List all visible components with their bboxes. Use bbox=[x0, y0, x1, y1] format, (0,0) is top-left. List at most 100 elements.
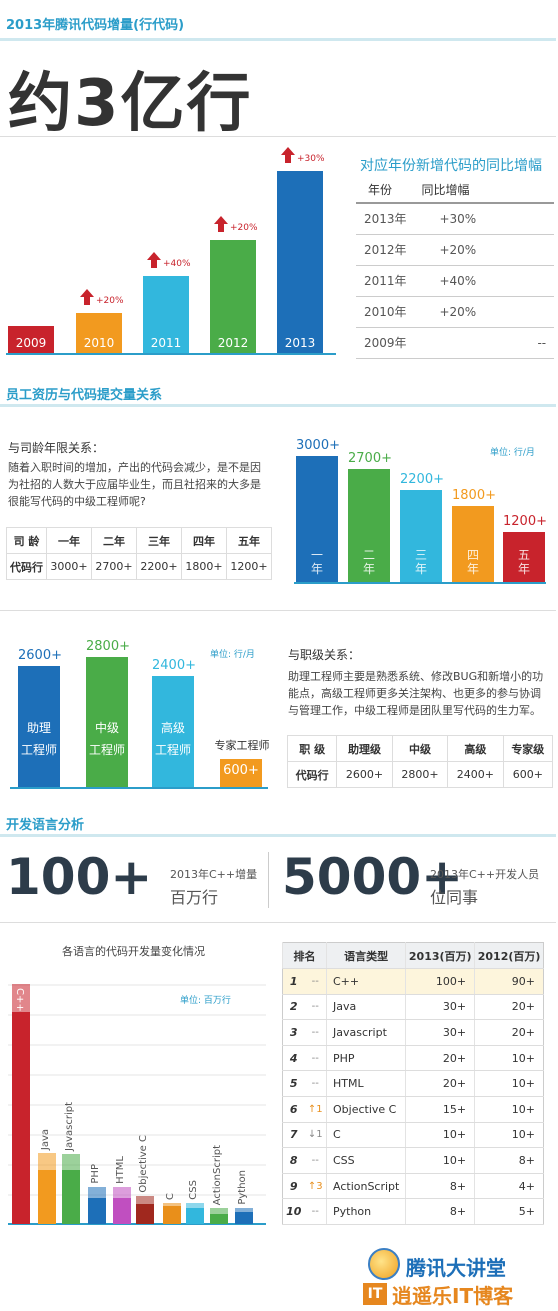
growth-value-cell: +30% bbox=[409, 203, 554, 235]
growth-value-cell: +20% bbox=[409, 296, 554, 328]
language-name-cell: ActionScript bbox=[325, 1173, 406, 1200]
stat-cpp-devs-label: 2013年C++开发人员 bbox=[430, 868, 540, 881]
seniority-col-header: 三年 bbox=[135, 527, 182, 554]
rank-change-cell: -- bbox=[304, 1198, 327, 1225]
rank-row-label: 代码行 bbox=[286, 761, 338, 788]
value-2013-cell: 30+ bbox=[405, 1019, 475, 1046]
language-bar-2012-1 bbox=[38, 1170, 56, 1224]
rank-change-cell: -- bbox=[304, 1045, 327, 1072]
language-bar-2012-2 bbox=[62, 1170, 80, 1224]
value-2012-cell: 10+ bbox=[474, 1045, 544, 1072]
language-table-header: 排名 bbox=[282, 942, 327, 969]
rank-value: 2600+ bbox=[336, 761, 393, 788]
divider bbox=[0, 38, 556, 41]
language-bar-name: ActionScript bbox=[212, 1144, 223, 1205]
seniority-bar-label: 一 年 bbox=[310, 548, 323, 576]
growth-table-title: 对应年份新增代码的同比增幅 bbox=[360, 158, 542, 174]
growth-bar-pct: +30% bbox=[297, 154, 325, 164]
language-table-row: 3 -- Javascript 30+ 20+ bbox=[282, 1019, 544, 1046]
rank-cell: 8 bbox=[282, 1147, 305, 1174]
seniority-bar-value: 3000+ bbox=[296, 438, 340, 453]
language-bar-name: Objective C bbox=[138, 1135, 149, 1193]
seniority-bar-0: 3000+ 一 年 bbox=[296, 438, 340, 582]
growth-bar-pct: +40% bbox=[163, 259, 191, 269]
language-name-cell: C bbox=[325, 1122, 406, 1149]
growth-bar-year: 2009 bbox=[15, 336, 47, 350]
language-name-cell: Objective C bbox=[325, 1096, 406, 1123]
seniority-bar-label: 五 年 bbox=[517, 548, 530, 576]
rank-bar-label: 高级 工程师 bbox=[154, 721, 191, 757]
rank-cell: 4 bbox=[282, 1045, 305, 1072]
value-2013-cell: 20+ bbox=[405, 1045, 475, 1072]
growth-table: 年份 同比增幅 2013年 +30% 2012年 +20% 2011年 +40% 2010年 +… bbox=[356, 177, 554, 359]
rank-col-header: 高级 bbox=[447, 735, 504, 762]
language-table-header: 2013(百万) bbox=[405, 942, 475, 969]
growth-bar-1: 2010 bbox=[76, 313, 122, 353]
language-name-cell: CSS bbox=[325, 1147, 406, 1174]
language-bar-name: CSS bbox=[188, 1180, 199, 1200]
seniority-bar-value: 1800+ bbox=[452, 488, 496, 503]
headline-total: 约3亿行 bbox=[8, 67, 253, 141]
language-bar-2012-4 bbox=[113, 1198, 131, 1224]
language-bar-name: PHP bbox=[90, 1164, 101, 1184]
growth-table-row: 2013年 +30% bbox=[356, 203, 554, 235]
rank-cell: 5 bbox=[282, 1070, 305, 1097]
rank-bar-0: 2600+ 助理 工程师 bbox=[18, 648, 62, 787]
stat-cpp-devs: 5000+ bbox=[282, 848, 464, 906]
rank-unit: 单位: 行/月 bbox=[210, 650, 255, 660]
language-bar-name: Python bbox=[237, 1170, 248, 1205]
seniority-unit: 单位: 行/月 bbox=[490, 448, 535, 458]
arrow-up-icon bbox=[281, 147, 295, 163]
stat-divider bbox=[268, 852, 269, 908]
rank-header: 职 级 bbox=[286, 735, 338, 762]
growth-bar-year: 2012 bbox=[217, 336, 249, 350]
rank-change-cell: -- bbox=[304, 1147, 327, 1174]
brand-name: 腾讯大讲堂 bbox=[406, 1256, 506, 1280]
language-bar-name: C bbox=[165, 1193, 176, 1200]
rank-table: 职 级助理级 中级 高级 专家级 代码行 2600+ 2800+ 2400+ 600+ bbox=[286, 735, 554, 788]
growth-bar-year: 2010 bbox=[83, 336, 115, 350]
language-table-row: 8 -- CSS 10+ 8+ bbox=[282, 1147, 544, 1174]
language-name-cell: Javascript bbox=[325, 1019, 406, 1046]
seniority-header: 司 龄 bbox=[5, 527, 48, 554]
language-table: 排名 语言类型 2013(百万) 2012(百万) 1 -- C++ 100+ 90+ 2 -- J… bbox=[282, 942, 544, 1225]
language-bar-2012-9 bbox=[235, 1212, 253, 1224]
value-2013-cell: 15+ bbox=[405, 1096, 475, 1123]
seniority-bar-label: 二 年 bbox=[362, 548, 375, 576]
language-name-cell: Java bbox=[325, 994, 406, 1021]
stat-cpp-devs-unit: 位同事 bbox=[430, 888, 479, 907]
value-2012-cell: 20+ bbox=[474, 1019, 544, 1046]
rank-col-header: 中级 bbox=[391, 735, 449, 762]
rank-col-header: 助理级 bbox=[336, 735, 393, 762]
language-table-header: 语言类型 bbox=[325, 942, 406, 969]
divider bbox=[0, 610, 556, 611]
seniority-bar-2: 2200+ 三 年 bbox=[400, 472, 444, 582]
language-table-row: 10 -- Python 8+ 5+ bbox=[282, 1198, 544, 1225]
seniority-bar-label: 四 年 bbox=[466, 548, 479, 576]
seniority-bar-label: 三 年 bbox=[414, 548, 427, 576]
language-name-cell: HTML bbox=[325, 1070, 406, 1097]
seniority-subtitle: 与司龄年限关系： bbox=[8, 441, 105, 455]
rank-bar-2: 2400+ 高级 工程师 bbox=[152, 658, 196, 787]
seniority-row-label: 代码行 bbox=[5, 553, 48, 580]
value-2012-cell: 90+ bbox=[474, 968, 544, 995]
col-year: 年份 bbox=[356, 177, 410, 204]
rank-bar-label: 专家工程师 bbox=[214, 739, 270, 752]
value-2013-cell: 100+ bbox=[405, 968, 475, 995]
growth-year-cell: 2012年 bbox=[356, 234, 410, 266]
rank-change-cell: ↑1 bbox=[304, 1096, 327, 1123]
growth-value-cell: +40% bbox=[409, 265, 554, 297]
rank-description: 助理工程师主要是熟悉系统、修改BUG和新增小的功能点，高级工程师更多关注架构、也… bbox=[288, 670, 544, 717]
stat-cpp-lines-label: 2013年C++增量 bbox=[170, 868, 258, 881]
growth-year-cell: 2011年 bbox=[356, 265, 410, 297]
growth-bar-0: 2009 bbox=[8, 326, 54, 353]
growth-baseline bbox=[6, 353, 336, 355]
rank-bar-value: 2800+ bbox=[86, 639, 130, 654]
language-bar-2012-7 bbox=[186, 1208, 204, 1224]
value-2013-cell: 20+ bbox=[405, 1070, 475, 1097]
value-2012-cell: 8+ bbox=[474, 1147, 544, 1174]
value-2012-cell: 10+ bbox=[474, 1070, 544, 1097]
brand-logo-icon bbox=[368, 1248, 400, 1280]
stat-cpp-lines: 100+ bbox=[6, 848, 153, 906]
rank-cell: 10 bbox=[282, 1198, 305, 1225]
